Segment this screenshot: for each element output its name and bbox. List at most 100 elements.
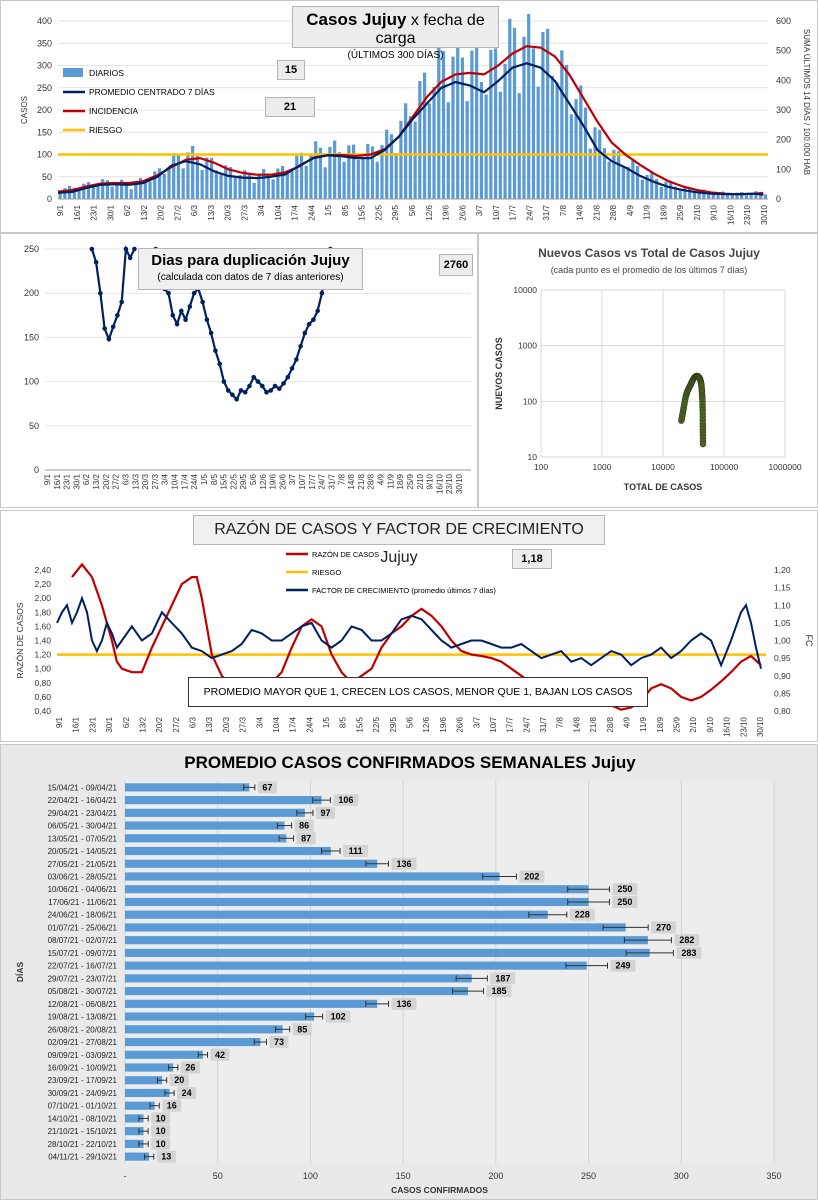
chart5-label-bg-14 xyxy=(610,959,636,972)
chart5-bar-3 xyxy=(125,821,285,830)
chart1-bar xyxy=(730,194,734,199)
chart5-value-label-0: 67 xyxy=(262,782,272,792)
chart2-point-30 xyxy=(234,396,239,402)
chart5-value-label-28: 10 xyxy=(156,1139,166,1149)
chart1-bar xyxy=(72,187,76,199)
chart5-category-label-20: 02/09/21 - 27/08/21 xyxy=(48,1038,118,1047)
chart2-point-26 xyxy=(217,361,222,367)
chart5-value-label-18: 102 xyxy=(331,1012,346,1022)
chart2-point-19 xyxy=(187,304,193,309)
chart1-bar xyxy=(323,167,327,199)
chart2-point-45 xyxy=(298,343,303,349)
chart5-label-bg-1 xyxy=(333,794,359,807)
chart1-x-tick-18: 15/5 xyxy=(358,204,367,220)
chart1-legend-label-3: RIESGO xyxy=(89,125,122,135)
chart5-label-bg-9 xyxy=(612,895,638,908)
chart2-x-tick-5: 13/2 xyxy=(92,473,101,489)
chart2-x-tick-18: 15/5 xyxy=(220,473,229,489)
chart4-x-tick-33: 28/8 xyxy=(606,716,615,732)
chart1-legend-label-1: PROMEDIO CENTRADO 7 DÍAS xyxy=(89,87,215,97)
chart1-bar xyxy=(191,145,195,199)
chart2-point-22 xyxy=(200,299,205,305)
chart5-category-label-18: 19/08/21 - 13/08/21 xyxy=(48,1013,118,1022)
chart5-xtick-7: 350 xyxy=(766,1171,781,1181)
chart1-y2tick-3: 300 xyxy=(776,105,791,115)
chart1-bar xyxy=(617,151,621,199)
chart1-bar xyxy=(716,192,720,199)
chart1-bar xyxy=(167,167,171,199)
chart5-xtick-6: 300 xyxy=(674,1171,689,1181)
chart1-bar xyxy=(612,149,616,199)
chart2-x-tick-28: 24/7 xyxy=(318,473,327,489)
chart1-y2tick-4: 400 xyxy=(776,75,791,85)
chart4-ytick-9: 2,20 xyxy=(34,579,51,589)
chart1-bar xyxy=(427,103,431,199)
chart3-ytick-1: 100 xyxy=(523,396,537,406)
chart5-label-bg-7 xyxy=(519,870,545,883)
chart1-bar xyxy=(479,82,483,199)
chart5-bar-5 xyxy=(125,846,331,856)
chart3-ytick-2: 1000 xyxy=(518,341,537,351)
chart1-bar xyxy=(754,191,758,199)
chart2-point-7 xyxy=(119,299,124,305)
chart2-x-tick-19: 22/5 xyxy=(229,473,238,489)
chart4-ytick-1: 0,60 xyxy=(34,692,51,702)
chart1-x-tick-31: 14/8 xyxy=(576,204,585,220)
chart5-label-bg-11 xyxy=(651,921,677,934)
chart4-x-tick-7: 27/2 xyxy=(172,716,181,732)
chart2-point-36 xyxy=(259,383,265,389)
chart4-x-tick-38: 2/10 xyxy=(689,716,698,732)
chart4-ytick-6: 1,60 xyxy=(34,621,51,631)
chart5-label-bg-12 xyxy=(674,934,700,947)
chart5-value-label-2: 97 xyxy=(320,808,330,818)
chart1-x-tick-2: 23/1 xyxy=(90,204,99,220)
chart1-bar xyxy=(361,157,365,199)
chart1-bar xyxy=(181,168,185,199)
chart1-x-tick-7: 27/2 xyxy=(173,204,182,220)
chart1-bar xyxy=(129,189,133,199)
chart2-subtitle: (calculada con datos de 7 días anteriore… xyxy=(157,272,344,283)
chart1-bar xyxy=(115,182,119,199)
chart2-ytick-1: 50 xyxy=(29,421,39,431)
chart4-x-tick-31: 14/8 xyxy=(572,716,581,732)
chart1-bar xyxy=(58,192,62,199)
chart1-bar xyxy=(602,148,607,199)
chart1-x-tick-4: 6/2 xyxy=(123,204,132,216)
chart5-bar-21 xyxy=(125,1050,203,1059)
chart1-bar xyxy=(546,28,550,199)
chart4-x-tick-26: 10/7 xyxy=(489,716,498,732)
chart4-y2tick-8: 1,20 xyxy=(774,565,791,575)
chart5-category-label-8: 10/06/21 - 04/06/21 xyxy=(48,885,118,894)
chart4-x-tick-2: 23/1 xyxy=(88,716,97,732)
chart1-ytick-7: 350 xyxy=(37,38,52,48)
chart2-x-tick-38: 2/10 xyxy=(416,473,425,489)
chart5-bar-11 xyxy=(125,923,626,932)
chart2-x-tick-6: 20/2 xyxy=(102,473,111,489)
chart1-bar xyxy=(351,144,356,199)
chart5-value-label-13: 283 xyxy=(681,948,696,958)
chart4-x-tick-41: 23/10 xyxy=(739,716,748,737)
panel-razon: 0,40 0,60 0,80 1,00 1,20 1,40 1,60 1,80 2,00 2,20… xyxy=(0,510,818,742)
chart5-category-label-13: 15/07/21 - 09/07/21 xyxy=(48,949,118,958)
chart2-x-tick-22: 12/6 xyxy=(259,473,268,489)
chart4-x-tick-28: 24/7 xyxy=(522,716,531,732)
chart2-x-tick-13: 10/4 xyxy=(171,473,180,489)
chart2-x-tick-15: 24/4 xyxy=(190,473,199,489)
chart5-bar-24 xyxy=(125,1088,170,1098)
chart4-x-tick-21: 5/6 xyxy=(406,716,415,728)
chart1-bar xyxy=(749,193,753,199)
chart3-xtick-1: 1000 xyxy=(593,462,612,472)
chart4-x-tick-24: 26/6 xyxy=(456,716,465,732)
chart4-y2tick-3: 0,95 xyxy=(774,653,791,663)
chart2-x-tick-2: 23/1 xyxy=(63,473,72,489)
chart1-x-tick-12: 3/4 xyxy=(257,204,266,216)
chart1-bar xyxy=(688,187,692,199)
chart1-annotation-1: 15 xyxy=(277,60,305,80)
chart1-bar xyxy=(564,64,569,199)
chart5-value-label-10: 228 xyxy=(575,910,590,920)
chart2-x-tick-35: 11/9 xyxy=(386,473,395,489)
chart1-bar xyxy=(219,173,223,199)
chart5-value-label-17: 136 xyxy=(397,999,412,1009)
chart1-x-tick-5: 13/2 xyxy=(140,204,149,220)
chart1-bar xyxy=(134,181,138,199)
